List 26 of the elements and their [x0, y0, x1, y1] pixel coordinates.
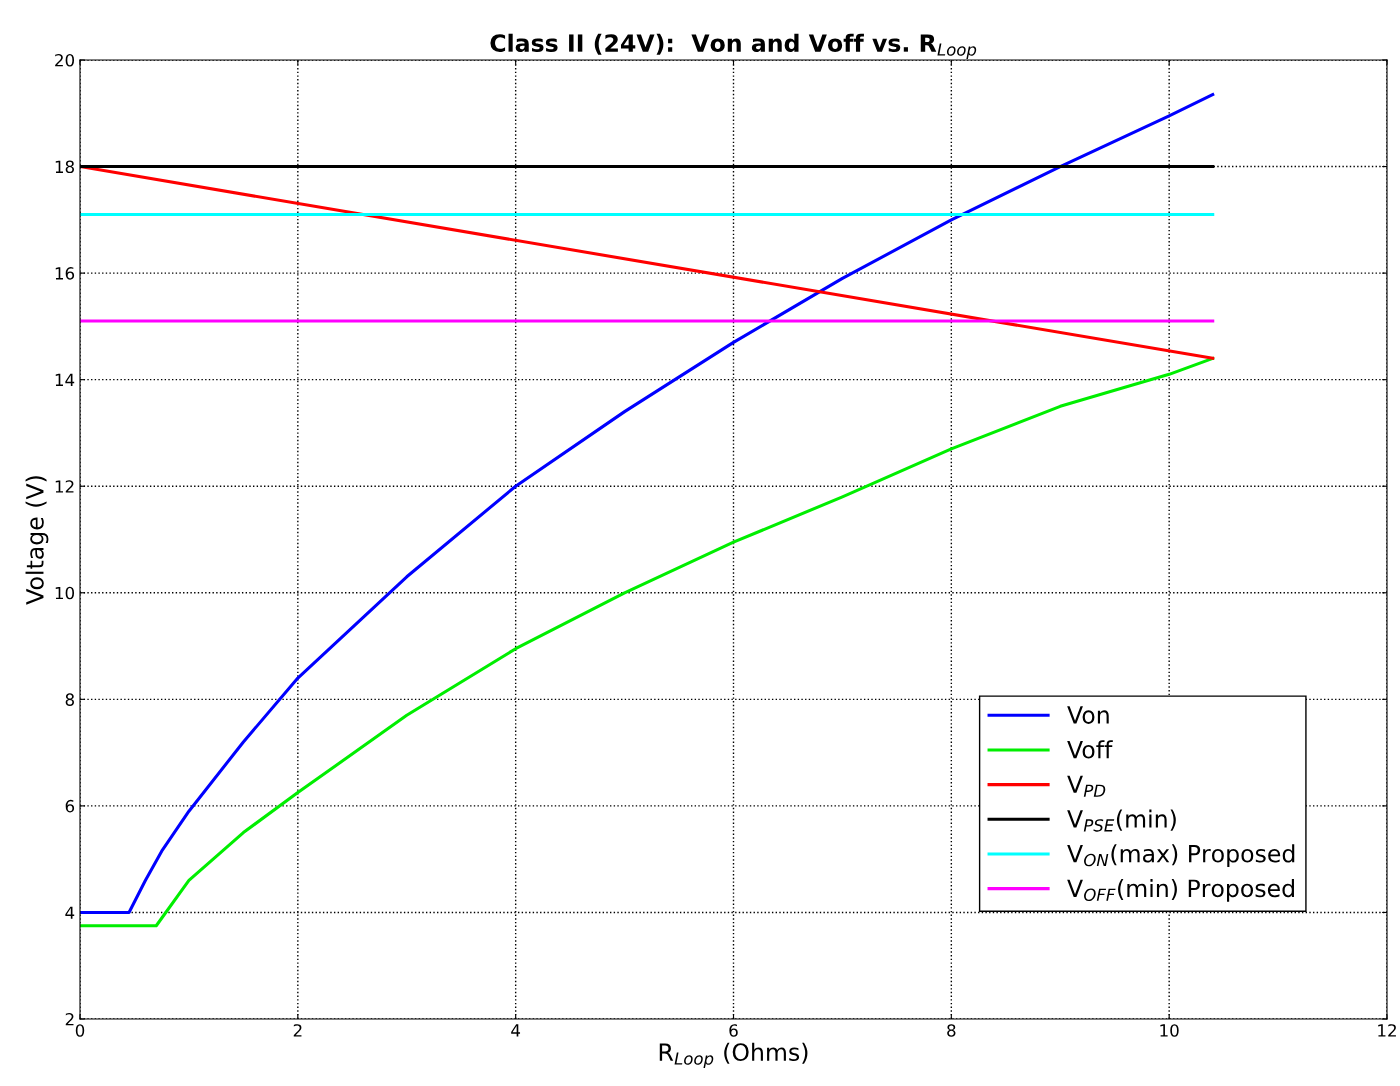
legend-label: V$_{ON}$(max) Proposed [1067, 844, 1295, 868]
x-tick-label: 0 [75, 1024, 85, 1037]
x-tick-label: 10 [1160, 1024, 1179, 1037]
x-tick-label: 12 [1378, 1024, 1396, 1037]
y-tick-label: 16 [55, 267, 75, 280]
legend-label: V$_{OFF}$(min) Proposed [1067, 878, 1294, 902]
legend-label: Von [1067, 706, 1109, 724]
y-tick-label: 10 [55, 586, 75, 600]
y-tick-label: 8 [65, 693, 74, 706]
legend-label: V$_{PSE}$(min) [1067, 809, 1176, 832]
x-tick-label: 4 [511, 1024, 521, 1037]
legend-label: V$_{PD}$ [1067, 775, 1106, 797]
x-tick-label: 6 [729, 1024, 738, 1037]
y-tick-label: 4 [65, 906, 75, 919]
y-tick-label: 2 [65, 1012, 74, 1026]
x-tick-label: 2 [293, 1024, 302, 1037]
y-tick-label: 14 [55, 373, 75, 386]
y-tick-label: 12 [55, 480, 74, 493]
chart-title: Class II (24V): Von and Voff vs. R$_{Loop}$ [490, 33, 977, 59]
legend-label: Voff [1067, 740, 1113, 759]
y-tick-label: 20 [55, 53, 75, 67]
y-tick-label: 6 [65, 799, 75, 813]
y-axis-title: Voltage (V) [25, 476, 49, 605]
y-tick-label: 18 [55, 160, 74, 174]
x-tick-label: 8 [947, 1024, 956, 1037]
x-axis-title: R$_{Loop}$ (Ohms) [659, 1042, 808, 1069]
